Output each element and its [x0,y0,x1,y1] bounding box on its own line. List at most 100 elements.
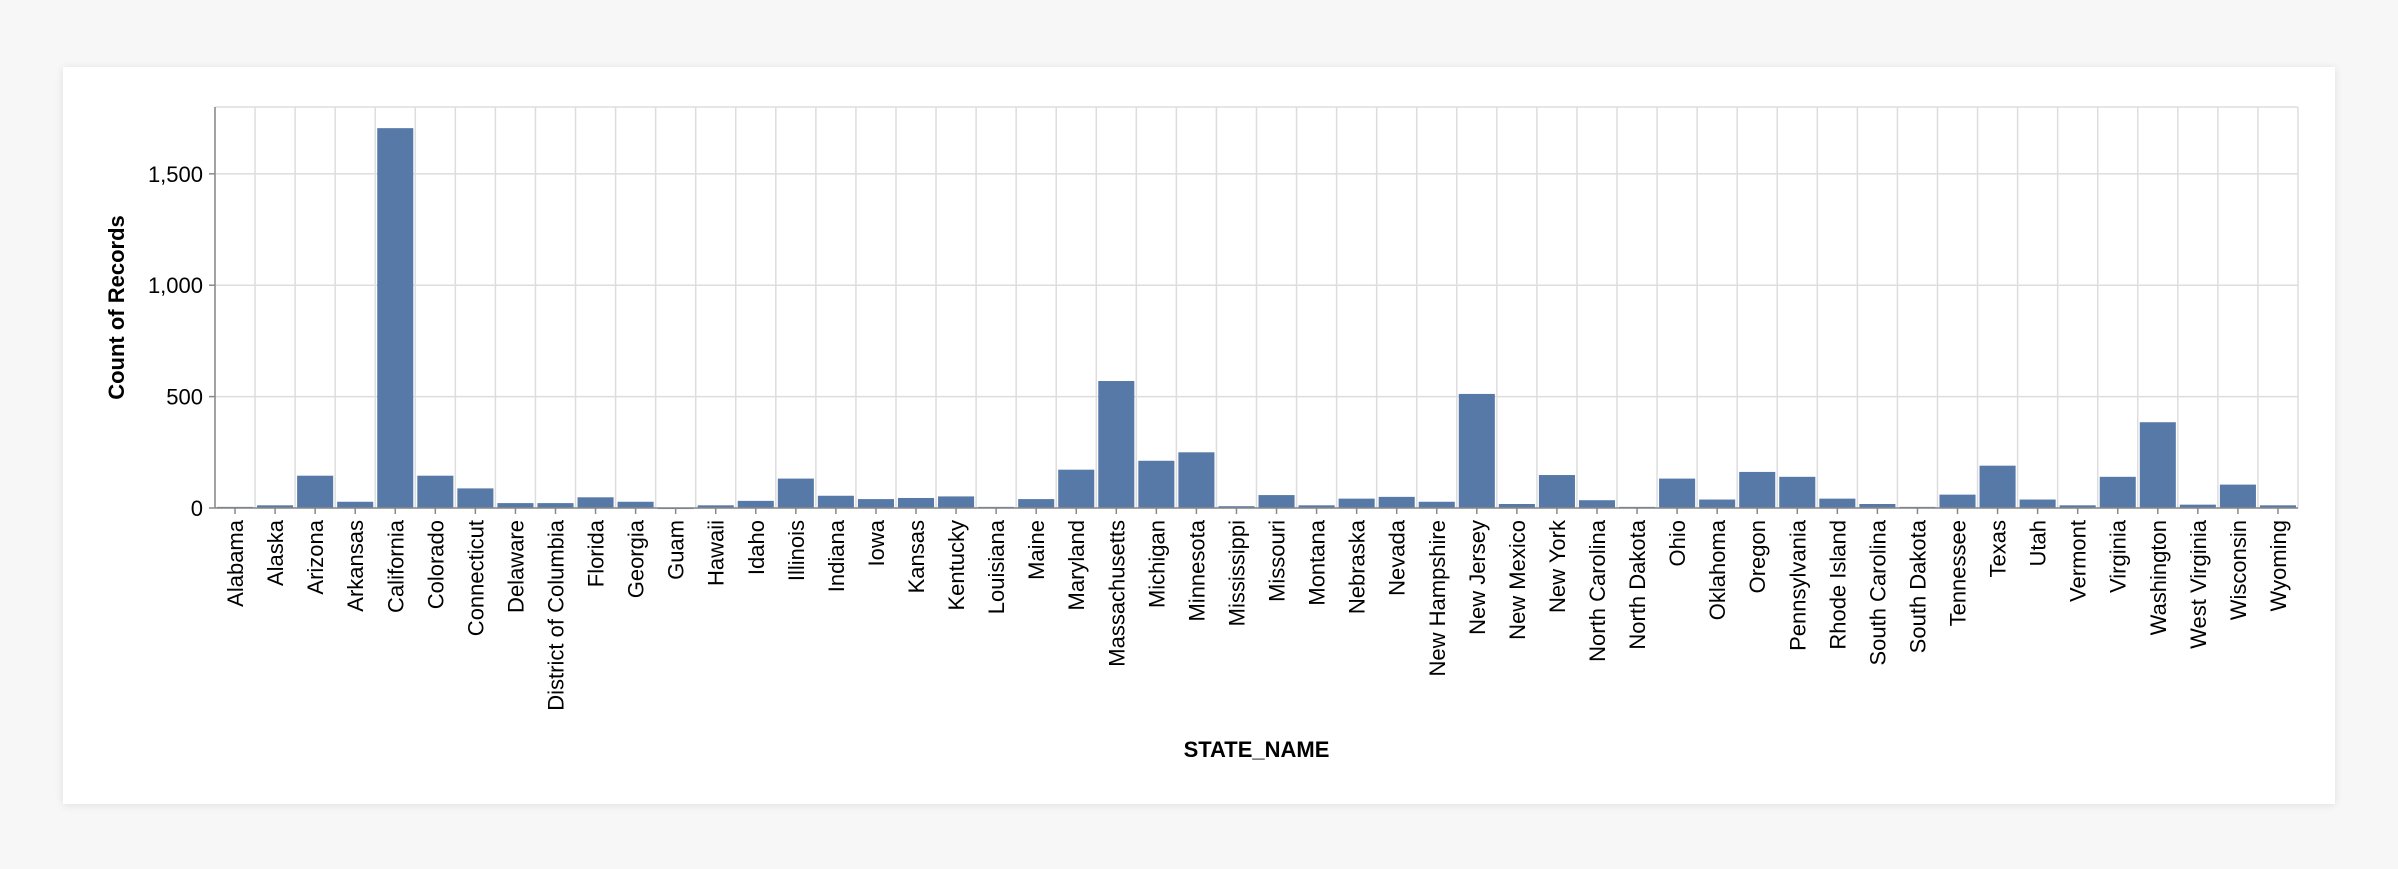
x-tick-label: North Dakota [1625,519,1650,649]
y-axis-title: Count of Records [104,215,129,400]
x-tick-label: Kansas [904,520,929,593]
bar-michigan [1138,460,1175,508]
bar-colorado [417,475,454,508]
bar-alaska [257,505,294,508]
bars [217,128,2296,510]
bar-arizona [297,475,334,508]
bar-minnesota [1178,452,1215,508]
x-tick-label: Oregon [1745,520,1770,593]
bar-mississippi [1218,506,1255,508]
x-tick-label: Mississippi [1224,520,1249,626]
bar-missouri [1258,495,1295,508]
bar-wisconsin [2219,484,2256,508]
x-tick-label: Guam [664,520,689,580]
bar-iowa [857,499,894,508]
bar-florida [577,497,614,508]
x-tick-label: Florida [584,519,609,587]
x-tick-label: Arizona [303,519,328,594]
bar-california [377,128,414,508]
x-tick-label: Oklahoma [1705,519,1730,620]
bar-new-york [1538,475,1575,508]
bar-new-hampshire [1418,501,1455,508]
x-tick-label: New Mexico [1505,520,1530,640]
y-tick-label: 0 [191,496,203,521]
bar-connecticut [457,488,494,508]
bar-nebraska [1338,498,1375,508]
x-tick-label: West Virginia [2186,519,2211,649]
y-tick-labels: 0 500 1,000 1,500 [148,162,215,521]
bar-massachusetts [1098,381,1135,508]
x-tick-label: Utah [2026,520,2051,566]
bar-vermont [2059,505,2096,508]
x-tick-label: Ohio [1665,520,1690,566]
bar-oregon [1739,471,1776,508]
bar-chart: 0 500 1,000 1,500 Alabama Alaska Arizona Arkan… [104,106,2299,762]
bar-north-carolina [1578,500,1616,508]
x-tick-label: Wisconsin [2226,520,2251,620]
bar-utah [2019,499,2056,508]
x-tick-label: Massachusetts [1104,520,1129,667]
x-tick-label: Idaho [744,520,769,575]
x-tick-label: Nebraska [1345,519,1370,614]
x-tick-label: Louisiana [984,519,1009,614]
x-tick-label: Michigan [1144,520,1169,608]
x-tick-label: North Carolina [1585,519,1610,662]
x-tick-label: Pennsylvania [1785,519,1810,651]
grid-lines [214,106,2299,509]
bar-tennessee [1939,494,1976,508]
x-tick-label: Illinois [784,520,809,581]
x-tick-label: Delaware [503,520,528,613]
x-tick-label: New Hampshire [1425,520,1450,677]
x-tick-label: Wyoming [2266,520,2291,612]
x-tick-label: Washington [2146,520,2171,635]
bar-new-mexico [1498,503,1535,508]
x-tick-label: New York [1545,519,1570,613]
x-tick-label: Arkansas [343,520,368,612]
bar-oklahoma [1699,499,1736,508]
x-tick-label: South Carolina [1865,519,1890,665]
y-tick-label: 500 [166,385,203,410]
bar-virginia [2099,476,2136,508]
bar-wyoming [2259,505,2296,508]
bar-ohio [1659,478,1696,508]
x-tick-label: Kentucky [944,520,969,611]
x-tick-label: District of Columbia [543,519,568,710]
bar-delaware [497,503,534,508]
x-tick-label: Maine [1024,520,1049,580]
x-axis-title: STATE_NAME [1184,737,1330,762]
bar-pennsylvania [1779,476,1816,508]
bar-new-jersey [1458,393,1495,508]
bar-kansas [897,497,935,508]
x-tick-label: Vermont [2066,520,2091,602]
bar-south-carolina [1859,503,1896,508]
bar-indiana [817,495,854,508]
x-tick-label: Virginia [2106,519,2131,593]
bar-nevada [1378,496,1415,508]
y-tick-label: 1,500 [148,162,203,187]
bar-kentucky [938,496,975,508]
bar-arkansas [337,501,374,508]
x-tick-label: Hawaii [704,520,729,586]
x-tick-label: New Jersey [1465,520,1490,635]
bar-rhode-island [1819,498,1856,508]
chart-card: 0 500 1,000 1,500 Alabama Alaska Arizona Arkan… [63,67,2335,804]
x-tick-label: Texas [1986,520,2011,577]
bar-west-virginia [2179,504,2216,508]
x-tick-label: Minnesota [1184,519,1209,621]
bar-maine [1018,499,1055,508]
x-tick-label: California [383,519,408,613]
x-tick-label: Maryland [1064,520,1089,610]
x-tick-label: Alabama [223,519,248,607]
x-tick-label: Iowa [864,519,889,566]
x-tick-label: Connecticut [463,520,488,636]
x-tick-label: Tennessee [1946,520,1971,626]
bar-maryland [1058,469,1095,508]
x-tick-label: Montana [1305,519,1330,605]
bar-idaho [737,500,774,508]
y-tick-label: 1,000 [148,273,203,298]
bar-texas [1979,465,2016,508]
x-tick-label: Georgia [624,519,649,598]
bar-district-of-columbia [537,503,574,508]
x-tick-label: Colorado [423,520,448,609]
bar-washington [2139,422,2176,508]
